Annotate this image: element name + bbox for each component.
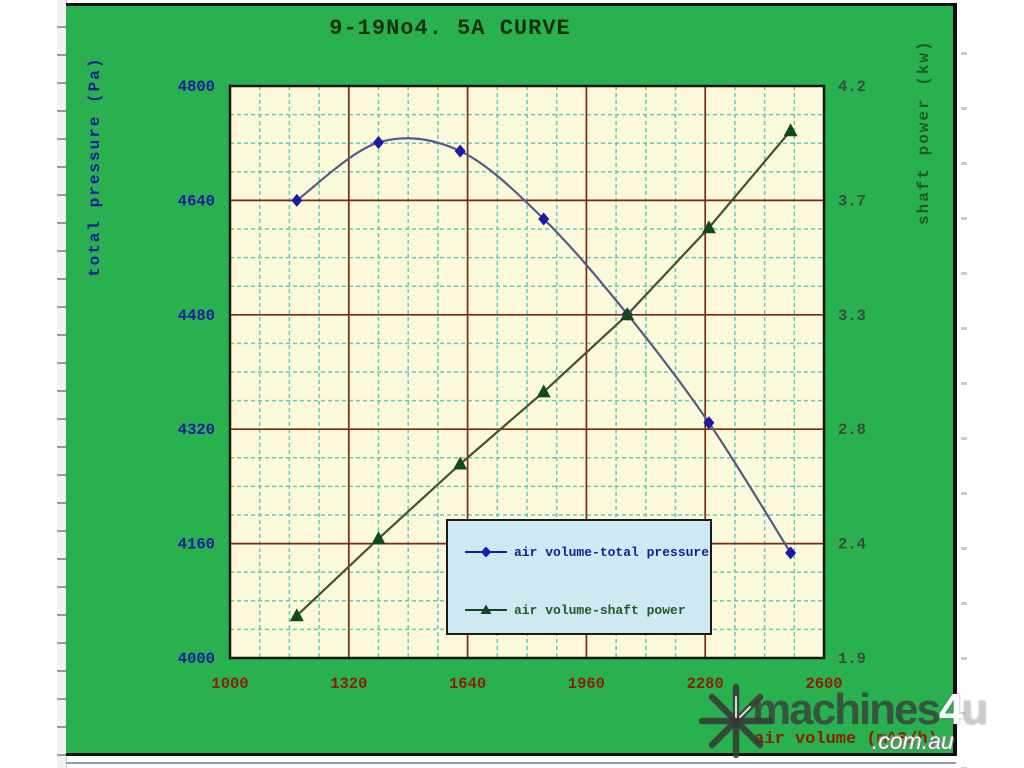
svg-text:1320: 1320 — [330, 675, 367, 693]
legend-triangle-marker-icon — [465, 604, 507, 614]
chart-legend: air volume-total pressure air volume-sha… — [446, 519, 712, 635]
svg-text:1640: 1640 — [449, 675, 486, 693]
svg-text:2.8: 2.8 — [838, 421, 866, 439]
bottom-edge-line — [66, 762, 956, 764]
legend-label-total-pressure: air volume-total pressure — [514, 544, 710, 560]
right-ruler — [961, 0, 967, 768]
svg-text:4480: 4480 — [178, 307, 215, 325]
legend-item-total-pressure: air volume-total pressure — [463, 543, 709, 561]
svg-text:2600: 2600 — [805, 675, 842, 693]
svg-text:1960: 1960 — [568, 675, 605, 693]
legend-diamond-marker-icon — [465, 546, 507, 558]
svg-text:4160: 4160 — [178, 536, 215, 554]
svg-text:3.7: 3.7 — [838, 192, 866, 210]
svg-text:2280: 2280 — [687, 675, 724, 693]
slide-panel: 4800 4640 4480 4320 4160 4000 4.2 3.7 3.3 2.8 2.4 1… — [66, 6, 953, 753]
y-axis-left-title: total pressure (Pa) — [86, 56, 104, 278]
svg-text:2.4: 2.4 — [838, 536, 866, 554]
chart-plot-svg: 4800 4640 4480 4320 4160 4000 4.2 3.7 3.3 2.8 2.4 1… — [178, 78, 866, 693]
legend-item-shaft-power: air volume-shaft power — [463, 601, 686, 619]
svg-text:4000: 4000 — [178, 650, 215, 668]
legend-label-shaft-power: air volume-shaft power — [514, 602, 686, 618]
y-axis-right-title: shaft power (kw) — [915, 39, 933, 225]
svg-text:4800: 4800 — [178, 78, 215, 96]
svg-text:4.2: 4.2 — [838, 78, 866, 96]
chart-title: 9-19No4. 5A CURVE — [329, 16, 571, 41]
svg-text:4640: 4640 — [178, 192, 215, 210]
svg-text:1.9: 1.9 — [838, 650, 866, 668]
svg-text:1000: 1000 — [211, 675, 248, 693]
x-axis-title: air volume (m^3/h) — [754, 730, 938, 749]
svg-text:3.3: 3.3 — [838, 307, 866, 325]
svg-text:4320: 4320 — [178, 421, 215, 439]
